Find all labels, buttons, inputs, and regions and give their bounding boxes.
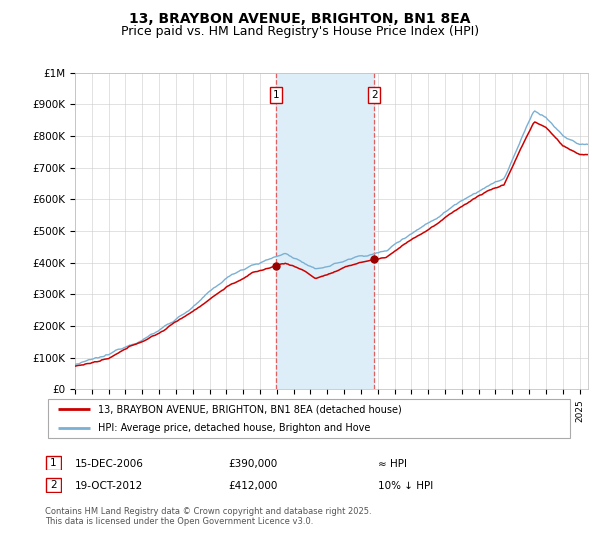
Text: 13, BRAYBON AVENUE, BRIGHTON, BN1 8EA: 13, BRAYBON AVENUE, BRIGHTON, BN1 8EA: [129, 12, 471, 26]
Text: £390,000: £390,000: [228, 459, 277, 469]
Text: 10% ↓ HPI: 10% ↓ HPI: [378, 481, 433, 491]
FancyBboxPatch shape: [47, 399, 571, 438]
FancyBboxPatch shape: [46, 478, 61, 492]
Text: ≈ HPI: ≈ HPI: [378, 459, 407, 469]
Text: 13, BRAYBON AVENUE, BRIGHTON, BN1 8EA (detached house): 13, BRAYBON AVENUE, BRIGHTON, BN1 8EA (d…: [98, 404, 401, 414]
Text: £412,000: £412,000: [228, 481, 277, 491]
Text: HPI: Average price, detached house, Brighton and Hove: HPI: Average price, detached house, Brig…: [98, 423, 370, 433]
Text: 1: 1: [50, 458, 57, 468]
Text: Price paid vs. HM Land Registry's House Price Index (HPI): Price paid vs. HM Land Registry's House …: [121, 25, 479, 38]
Text: 1: 1: [273, 90, 280, 100]
Text: 2: 2: [371, 90, 377, 100]
Text: Contains HM Land Registry data © Crown copyright and database right 2025.
This d: Contains HM Land Registry data © Crown c…: [45, 507, 371, 526]
Bar: [276, 73, 374, 389]
FancyBboxPatch shape: [46, 455, 61, 470]
Text: 19-OCT-2012: 19-OCT-2012: [75, 481, 143, 491]
Text: 15-DEC-2006: 15-DEC-2006: [75, 459, 144, 469]
Text: 2: 2: [50, 480, 57, 490]
